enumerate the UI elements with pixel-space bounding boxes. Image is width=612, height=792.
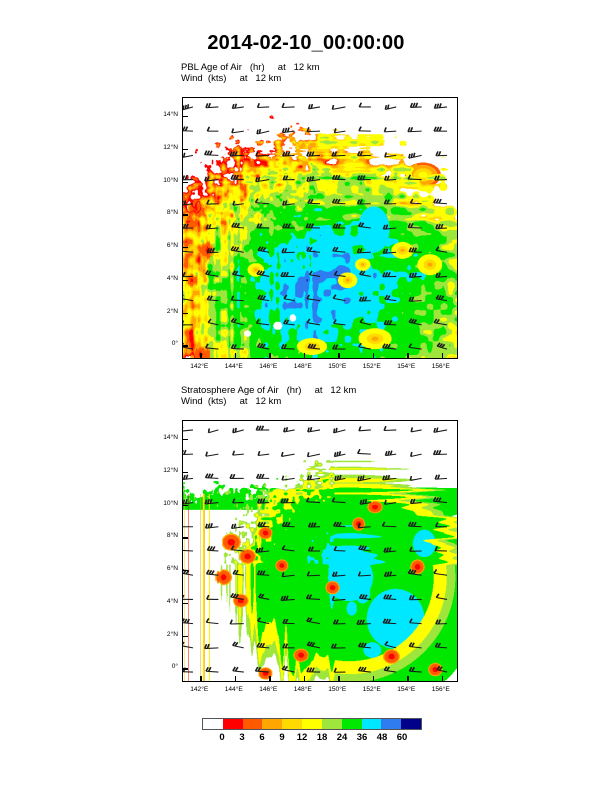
y-tick-12	[183, 148, 188, 151]
y-tick-2	[183, 312, 188, 314]
y-label-6: 6°N	[166, 242, 178, 249]
colorbar-segment-5	[302, 719, 322, 729]
y-tick-8	[183, 537, 188, 539]
colorbar-segment-6	[321, 719, 342, 729]
y-label-2: 2°N	[166, 630, 178, 638]
colorbar-tick-36: 36	[356, 732, 368, 743]
plot-stratosphere[interactable]	[182, 420, 458, 682]
y-label-6: 6°N	[166, 565, 178, 572]
x-tick-148	[303, 353, 306, 358]
x-tick-144	[234, 676, 237, 681]
y-label-8: 8°N	[166, 209, 178, 217]
panel-caption-pbl-line2: Wind (kts) at 12 km	[181, 73, 282, 84]
x-tick-156	[441, 676, 444, 681]
x-label-144: 144°E	[224, 363, 243, 370]
x-tick-146	[269, 676, 271, 681]
x-tick-150	[338, 353, 340, 358]
y-label-8: 8°N	[166, 532, 178, 540]
colorbar-tick-labels: 0 3 6 9 12 18 24 36 48 60	[202, 732, 422, 746]
y-tick-14	[183, 439, 188, 441]
colorbar-tick-24: 24	[336, 732, 348, 743]
y-tick-10	[183, 181, 188, 183]
x-tick-144	[234, 353, 237, 358]
y-label-14: 14°N	[163, 111, 178, 118]
color-field-stratosphere	[183, 421, 457, 681]
y-label-0: 0°	[171, 340, 178, 348]
x-label-142: 142°E	[190, 363, 209, 370]
x-tick-152	[372, 353, 375, 358]
colorbar-segment-8	[361, 719, 382, 729]
colorbar-segment-2	[242, 719, 263, 729]
x-label-148: 148°E	[293, 686, 312, 693]
y-label-10: 10°N	[163, 499, 178, 507]
x-label-146: 146°E	[259, 363, 278, 370]
y-tick-0	[183, 345, 188, 347]
x-label-142: 142°E	[190, 686, 209, 693]
colorbar-tick-12: 12	[296, 732, 308, 743]
panel-caption-stratosphere-line1: Stratosphere Age of Air (hr) at 12 km	[181, 385, 357, 396]
y-tick-14	[183, 116, 188, 118]
x-tick-148	[303, 676, 306, 681]
y-tick-10	[183, 504, 188, 506]
y-label-14: 14°N	[163, 434, 178, 441]
colorbar-tick-0: 0	[219, 732, 225, 743]
colorbar-tick-6: 6	[259, 732, 265, 743]
colorbar-tick-60: 60	[396, 732, 408, 743]
colorbar-segment-7	[341, 719, 362, 729]
color-field-pbl	[183, 98, 457, 358]
x-label-156: 156°E	[431, 363, 450, 370]
x-tick-154	[407, 676, 409, 681]
x-label-152: 152°E	[362, 686, 381, 693]
x-tick-150	[338, 676, 340, 681]
colorbar-segment-9	[381, 719, 402, 729]
colorbar-segment-4	[282, 719, 303, 729]
x-label-150: 150°E	[328, 363, 347, 370]
x-tick-146	[269, 353, 271, 358]
x-tick-142	[200, 353, 202, 358]
y-label-12: 12°N	[163, 143, 178, 151]
y-label-2: 2°N	[166, 307, 178, 315]
x-label-146: 146°E	[259, 686, 278, 693]
x-label-154: 154°E	[397, 363, 416, 370]
y-tick-4	[183, 279, 188, 282]
x-label-144: 144°E	[224, 686, 243, 693]
y-label-12: 12°N	[163, 466, 178, 474]
colorbar-tick-9: 9	[279, 732, 285, 743]
x-label-152: 152°E	[362, 363, 381, 370]
x-label-154: 154°E	[397, 686, 416, 693]
colorbar-tick-3: 3	[239, 732, 245, 743]
panel-caption-pbl-line1: PBL Age of Air (hr) at 12 km	[181, 62, 320, 73]
y-tick-6	[183, 247, 188, 249]
y-tick-12	[183, 471, 188, 474]
plot-pbl[interactable]	[182, 97, 458, 359]
x-tick-142	[200, 676, 202, 681]
x-tick-152	[372, 676, 375, 681]
colorbar-tick-18: 18	[316, 732, 328, 743]
y-tick-6	[183, 570, 188, 572]
colorbar-tick-48: 48	[376, 732, 388, 743]
y-tick-4	[183, 602, 188, 605]
x-tick-156	[441, 353, 444, 358]
y-tick-0	[183, 668, 188, 670]
panel-caption-stratosphere-line2: Wind (kts) at 12 km	[181, 396, 282, 407]
page-title: 2014-02-10_00:00:00	[207, 32, 405, 54]
y-label-4: 4°N	[166, 274, 178, 282]
x-tick-154	[407, 353, 409, 358]
colorbar-segment-0	[203, 719, 223, 729]
x-label-148: 148°E	[293, 363, 312, 370]
colorbar-segment-1	[222, 719, 243, 729]
colorbar-segment-3	[262, 719, 283, 729]
colorbar: 0 3 6 9 12 18 24 36 48 60	[202, 718, 422, 746]
colorbar-gradient	[202, 718, 422, 730]
y-tick-8	[183, 214, 188, 216]
y-label-0: 0°	[171, 663, 178, 671]
y-label-10: 10°N	[163, 176, 178, 184]
colorbar-segment-10	[401, 719, 421, 729]
x-label-156: 156°E	[431, 686, 450, 693]
x-label-150: 150°E	[328, 686, 347, 693]
y-label-4: 4°N	[166, 597, 178, 605]
y-tick-2	[183, 635, 188, 637]
